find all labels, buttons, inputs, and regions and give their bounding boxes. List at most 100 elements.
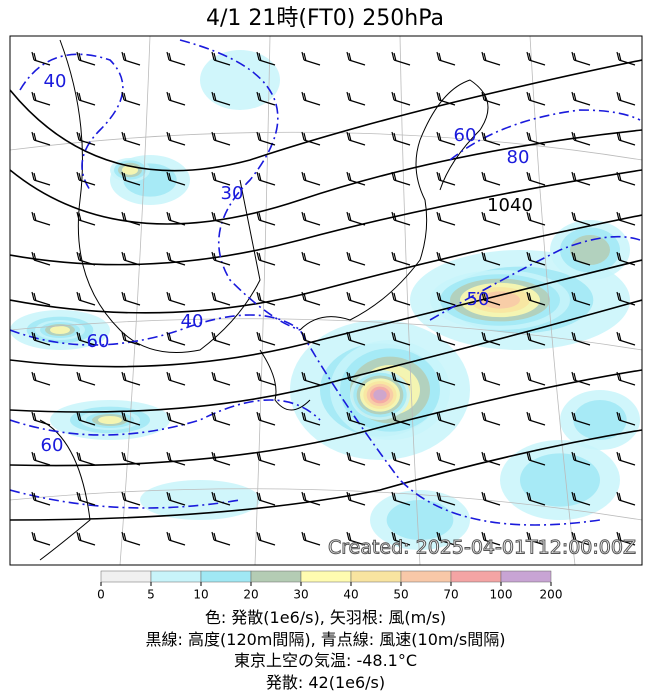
wind-barb <box>571 411 591 426</box>
wind-barb <box>121 451 141 466</box>
wind-barb <box>616 291 636 306</box>
caption: 発散: 42(1e6/s) <box>265 672 386 692</box>
wind-barb <box>526 531 546 546</box>
wind-barb <box>616 251 636 266</box>
wind-barb <box>346 411 366 426</box>
wind-barb <box>76 91 96 106</box>
wind-barb <box>256 531 276 546</box>
wind-barb <box>76 451 96 466</box>
contour-label: 80 <box>507 147 530 168</box>
wind-barb <box>31 531 51 546</box>
contour-label: 60 <box>454 125 477 146</box>
wind-barb <box>526 371 546 386</box>
wind-barb <box>571 531 591 546</box>
wind-barb <box>436 371 456 386</box>
wind-barb <box>346 371 366 386</box>
wind-barb <box>526 131 546 146</box>
wind-barb <box>436 491 456 506</box>
wind-barb <box>31 491 51 506</box>
wind-barb <box>526 51 546 66</box>
wind-barb <box>481 531 501 546</box>
wind-barb <box>346 251 366 266</box>
wind-barb <box>301 531 321 546</box>
graticule <box>10 36 642 565</box>
colorbar-segment <box>500 570 552 583</box>
wind-barb <box>301 491 321 506</box>
colorbar-tick-label: 10 <box>193 588 208 601</box>
wind-barb <box>571 371 591 386</box>
colorbar-tick-label: 20 <box>243 588 258 601</box>
wind-barb <box>166 331 186 346</box>
wind-barb <box>31 411 51 426</box>
wind-barb <box>571 491 591 506</box>
colorbar-tick-label: 70 <box>443 588 458 601</box>
wind-barb <box>211 291 231 306</box>
wind-barb <box>301 171 321 186</box>
wind-barb <box>436 91 456 106</box>
wind-barb <box>211 371 231 386</box>
colorbar-segment <box>250 570 302 583</box>
shade-blob <box>480 291 520 309</box>
wind-barb <box>346 331 366 346</box>
wind-barb <box>391 51 411 66</box>
wind-barb <box>121 331 141 346</box>
wind-barb <box>256 451 276 466</box>
wind-barb <box>121 491 141 506</box>
wind-barb <box>616 131 636 146</box>
colorbar-tick-label: 30 <box>293 588 308 601</box>
wind-barb <box>256 331 276 346</box>
wind-barbs <box>31 51 636 546</box>
wind-barb <box>616 371 636 386</box>
height-contours <box>10 59 642 521</box>
wind-barb <box>571 131 591 146</box>
wind-barb <box>211 411 231 426</box>
wind-barb <box>256 51 276 66</box>
wind-barb <box>76 371 96 386</box>
wind-barb <box>211 51 231 66</box>
wind-barb <box>121 131 141 146</box>
wind-barb <box>391 491 411 506</box>
shade-blob <box>573 400 627 440</box>
wind-barb <box>166 371 186 386</box>
wind-barb <box>166 411 186 426</box>
wind-barb <box>121 291 141 306</box>
wind-barb <box>211 451 231 466</box>
wind-barb <box>391 371 411 386</box>
wind-barb <box>121 251 141 266</box>
wind-barb <box>211 91 231 106</box>
wind-barb <box>31 371 51 386</box>
wind-barb <box>256 131 276 146</box>
contour-labels: 40 30 40 60 60 60 80 50 1040 <box>41 71 533 456</box>
wind-barb <box>436 331 456 346</box>
wind-barb <box>76 171 96 186</box>
wind-barb <box>391 451 411 466</box>
wind-barb <box>121 171 141 186</box>
wind-barb <box>121 371 141 386</box>
wind-barb <box>31 171 51 186</box>
wind-barb <box>571 51 591 66</box>
wind-barb <box>436 531 456 546</box>
colorbar-tick-label: 100 <box>490 588 513 601</box>
wind-barb <box>211 171 231 186</box>
wind-barb <box>121 211 141 226</box>
wind-barb <box>76 251 96 266</box>
colorbar-segment <box>350 570 402 583</box>
wind-barb <box>526 91 546 106</box>
wind-barb <box>76 291 96 306</box>
colorbar-tick-label: 40 <box>343 588 358 601</box>
wind-barb <box>256 211 276 226</box>
wind-barb <box>166 531 186 546</box>
wind-barb <box>301 411 321 426</box>
wind-barb <box>31 131 51 146</box>
colorbar: 0 5 10 20 30 40 50 70 100 200 <box>97 570 562 601</box>
contour-label: 40 <box>181 311 204 332</box>
wind-barb <box>436 211 456 226</box>
wind-barb <box>436 411 456 426</box>
wind-barb <box>481 171 501 186</box>
wind-barb <box>391 411 411 426</box>
wind-barb <box>346 211 366 226</box>
wind-barb <box>436 51 456 66</box>
wind-barb <box>301 331 321 346</box>
wind-barb <box>616 91 636 106</box>
wind-barb <box>76 211 96 226</box>
